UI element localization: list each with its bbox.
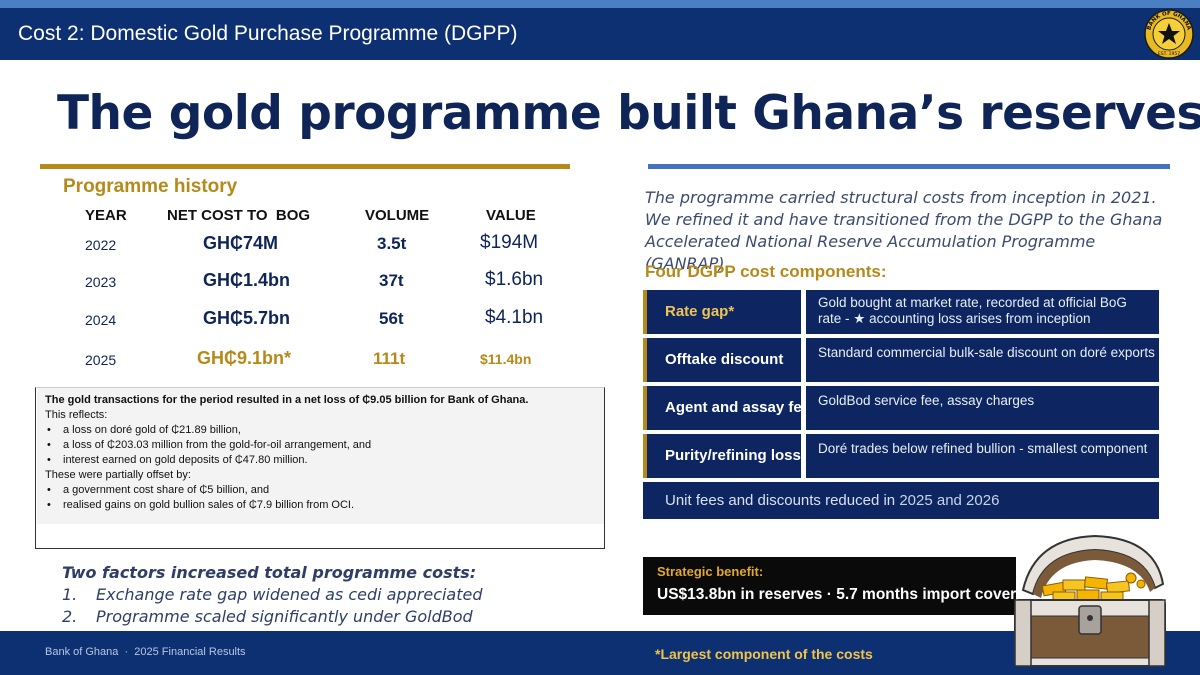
fees-reduced-box: Unit fees and discounts reduced in 2025 … bbox=[643, 482, 1159, 519]
row-net-cost: GH₵74M bbox=[203, 233, 279, 253]
row-year: 2024 bbox=[85, 312, 117, 328]
factor-item: 1. Exchange rate gap widened as cedi appr… bbox=[62, 585, 483, 604]
blue-divider bbox=[648, 164, 1170, 169]
note-offset-label: These were partially offset by: bbox=[45, 469, 191, 481]
row-volume: 111t bbox=[373, 349, 406, 368]
factor-item: 2. Programme scaled significantly under G… bbox=[62, 607, 473, 626]
note-reflect-item: interest earned on gold deposits of ₵47.… bbox=[45, 453, 596, 468]
intro-paragraph: The programme carried structural costs f… bbox=[645, 188, 1163, 273]
history-row-2022: 2022 GH₵74M 3.5t $194M bbox=[0, 231, 600, 261]
factor-number: 1. bbox=[62, 585, 78, 604]
col-header-value: VALUE bbox=[486, 207, 536, 224]
row-volume: 56t bbox=[379, 309, 404, 328]
row-year: 2025 bbox=[85, 352, 117, 368]
row-volume: 37t bbox=[379, 271, 404, 290]
row-year: 2022 bbox=[85, 237, 117, 253]
footer-text: Bank of Ghana · 2025 Financial Results bbox=[45, 646, 246, 658]
fees-text: Unit fees and discounts reduced in bbox=[665, 492, 900, 509]
row-net-cost: GH₵1.4bn bbox=[203, 270, 291, 290]
note-box-frame bbox=[35, 387, 605, 549]
history-row-2023: 2023 GH₵1.4bn 37t $1.6bn bbox=[0, 268, 600, 298]
benefit-label: Strategic benefit: bbox=[657, 564, 764, 579]
note-reflect-item: a loss on doré gold of ₵21.89 billion, bbox=[45, 423, 596, 438]
strategic-benefit-box: Strategic benefit: US$13.8bn in reserves… bbox=[643, 557, 1016, 615]
net-loss-note: The gold transactions for the period res… bbox=[37, 388, 604, 524]
top-accent-strip bbox=[0, 0, 1200, 8]
row-net-cost: GH₵9.1bn* bbox=[197, 348, 292, 368]
row-value: $1.6bn bbox=[485, 269, 544, 290]
footer-footnote: *Largest component of the costs bbox=[655, 646, 873, 662]
header-title: Cost 2: Domestic Gold Purchase Programme… bbox=[18, 22, 518, 45]
component-label-rate-gap: Rate gap* bbox=[643, 290, 801, 334]
note-reflects-label: This reflects: bbox=[45, 409, 108, 421]
component-label-agent-fees: Agent and assay fees bbox=[643, 386, 801, 430]
treasure-chest-icon bbox=[1014, 534, 1166, 667]
benefit-text: US$13.8bn in reserves · 5.7 months impor… bbox=[657, 586, 1017, 603]
page-headline: The gold programme built Ghana’s reserve… bbox=[57, 86, 1200, 141]
row-net-cost: GH₵5.7bn bbox=[203, 308, 291, 328]
row-value: $194M bbox=[480, 232, 539, 253]
history-title: Programme history bbox=[63, 176, 238, 197]
col-header-net-cost: NET COST TO BOG bbox=[167, 207, 311, 224]
components-title: Four DGPP cost components: bbox=[645, 262, 887, 281]
history-row-2025: 2025 GH₵9.1bn* 111t $11.4bn bbox=[0, 346, 600, 376]
col-header-volume: VOLUME bbox=[365, 207, 430, 224]
row-value: $11.4bn bbox=[480, 351, 532, 367]
factor-text: Programme scaled significantly under Gol… bbox=[96, 607, 473, 626]
row-year: 2023 bbox=[85, 274, 117, 290]
row-value: $4.1bn bbox=[485, 307, 544, 328]
gold-divider bbox=[40, 164, 570, 169]
note-offset-item: a government cost share of ₵5 billion, a… bbox=[45, 483, 596, 498]
note-offset-item: realised gains on gold bullion sales of … bbox=[45, 498, 596, 513]
fees-years: 2025 and 2026 bbox=[899, 492, 1000, 509]
component-desc-offtake: Standard commercial bulk-sale discount o… bbox=[806, 338, 1159, 382]
component-desc-agent-fees: GoldBod service fee, assay charges bbox=[806, 386, 1159, 430]
bank-of-ghana-seal-icon: BANK OF GHANA EST. 1957 bbox=[1144, 9, 1194, 59]
row-volume: 3.5t bbox=[377, 234, 407, 253]
note-heading: The gold transactions for the period res… bbox=[45, 394, 529, 406]
header-bar: Cost 2: Domestic Gold Purchase Programme… bbox=[0, 8, 1200, 60]
factor-text: Exchange rate gap widened as cedi apprec… bbox=[96, 585, 483, 604]
factor-number: 2. bbox=[62, 607, 78, 626]
component-label-purity: Purity/refining loss bbox=[643, 434, 801, 478]
factors-title: Two factors increased total programme co… bbox=[62, 563, 477, 582]
history-row-2024: 2024 GH₵5.7bn 56t $4.1bn bbox=[0, 306, 600, 336]
component-label-offtake: Offtake discount bbox=[643, 338, 801, 382]
footer-bar: Bank of Ghana · 2025 Financial Results *… bbox=[0, 631, 1200, 675]
note-reflect-item: a loss of ₵203.03 million from the gold-… bbox=[45, 438, 596, 453]
seal-est-text: EST. 1957 bbox=[1158, 51, 1180, 57]
component-desc-rate-gap: Gold bought at market rate, recorded at … bbox=[806, 290, 1159, 334]
col-header-year: YEAR bbox=[85, 207, 127, 224]
component-desc-purity: Doré trades below refined bullion - smal… bbox=[806, 434, 1159, 478]
